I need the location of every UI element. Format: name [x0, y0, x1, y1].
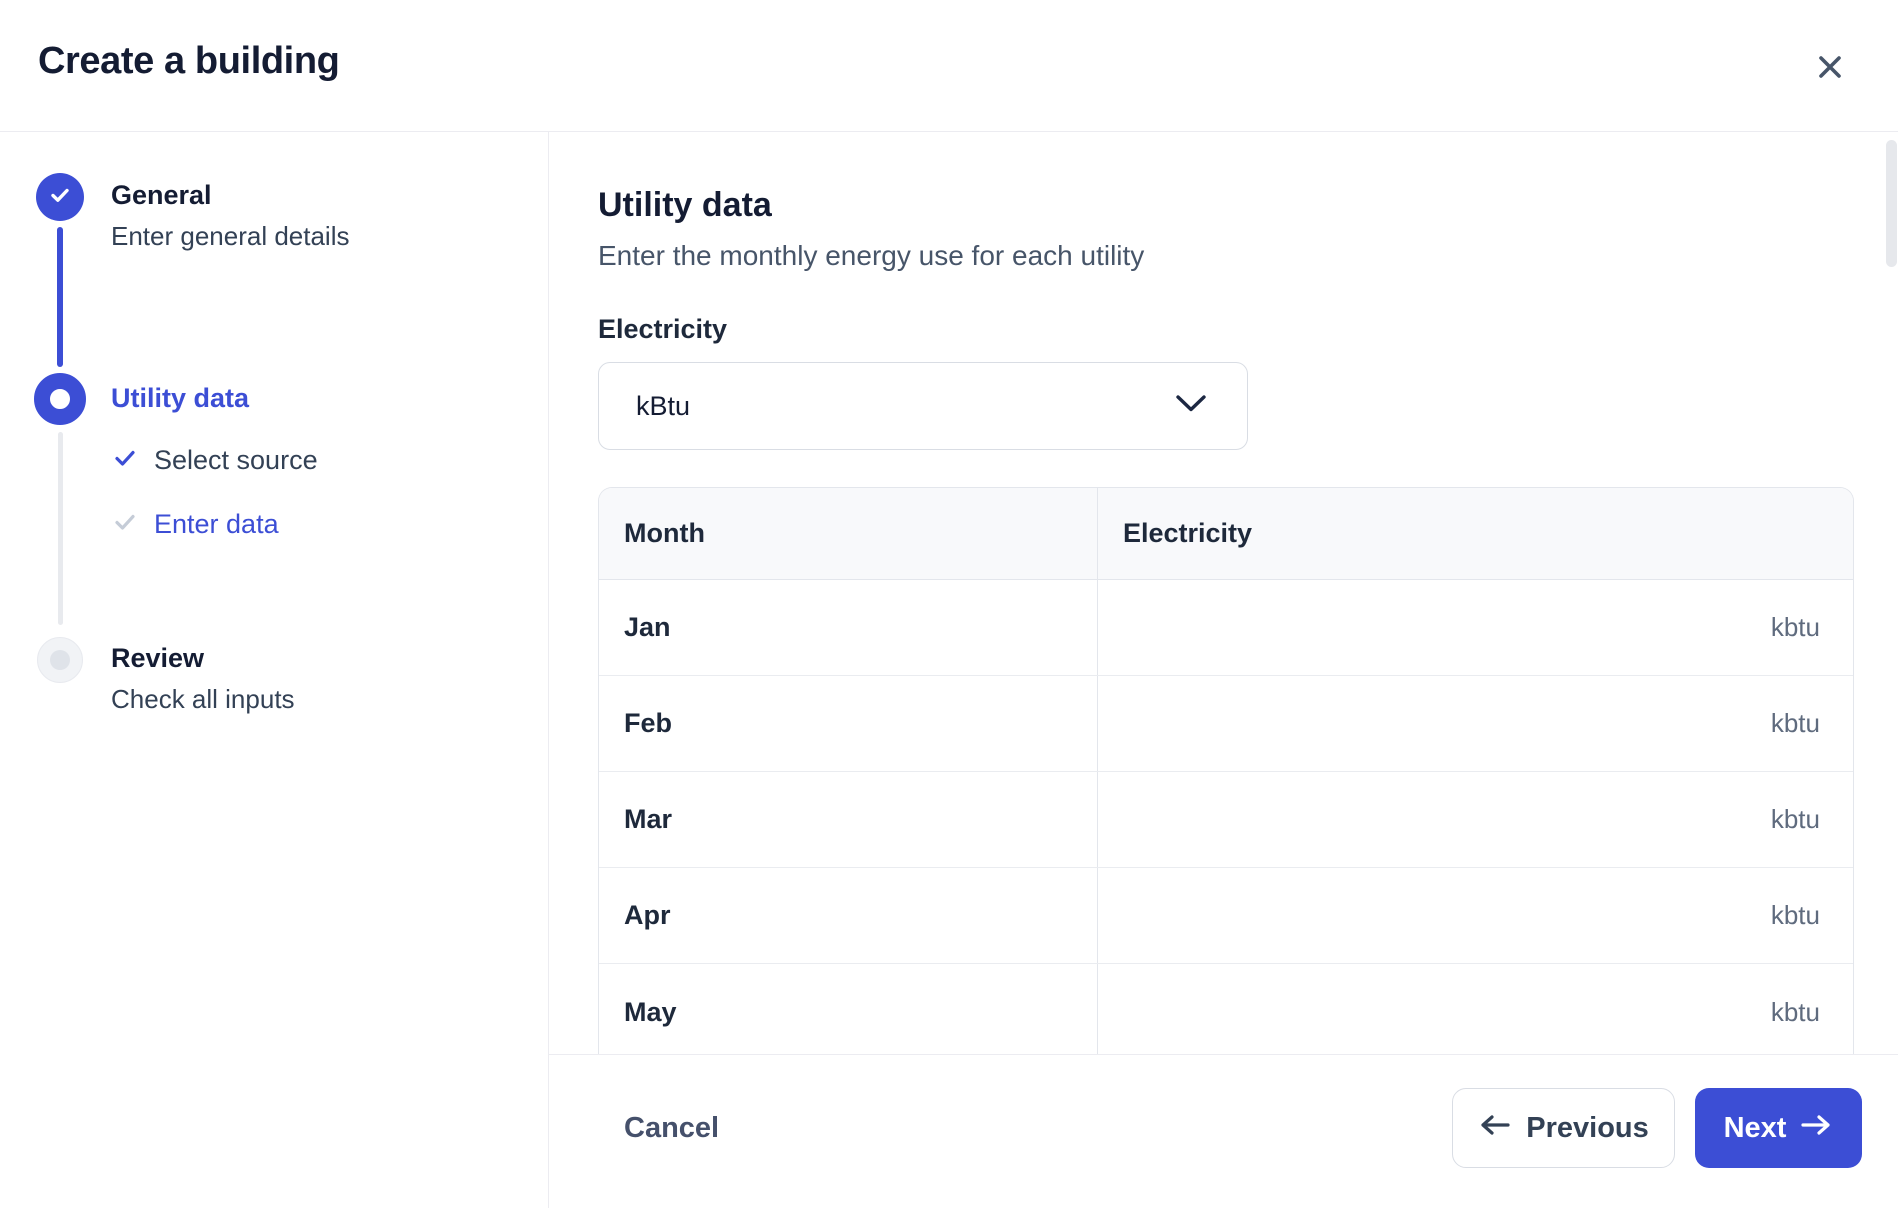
- stepper-connector-upcoming: [58, 432, 63, 625]
- arrow-right-icon: [1799, 1112, 1833, 1145]
- close-button[interactable]: [1806, 44, 1854, 92]
- electricity-input[interactable]: kbtu: [1098, 676, 1853, 771]
- table-row: Jan kbtu: [599, 580, 1853, 676]
- electricity-input[interactable]: kbtu: [1098, 772, 1853, 867]
- electricity-input[interactable]: kbtu: [1098, 868, 1853, 963]
- step-complete-indicator: [36, 173, 84, 221]
- table-row: May kbtu: [599, 964, 1853, 1054]
- substep-select-source[interactable]: Select source: [111, 444, 318, 477]
- footer-divider: [549, 1054, 1898, 1055]
- stepper-panel: [0, 132, 549, 1208]
- chevron-down-icon: [1175, 394, 1207, 418]
- table-row: Mar kbtu: [599, 772, 1853, 868]
- page-title: Utility data: [598, 186, 772, 224]
- table-row: Apr kbtu: [599, 868, 1853, 964]
- substep-enter-data[interactable]: Enter data: [111, 508, 279, 541]
- electricity-field-label: Electricity: [598, 314, 728, 344]
- cancel-button[interactable]: Cancel: [624, 1112, 720, 1144]
- month-label: Jan: [624, 612, 671, 642]
- check-icon: [111, 444, 139, 477]
- month-label: Apr: [624, 900, 671, 930]
- scrollbar-thumb[interactable]: [1886, 140, 1897, 267]
- step-review-title[interactable]: Review: [111, 643, 205, 673]
- unit-suffix: kbtu: [1770, 900, 1820, 930]
- month-label: Mar: [624, 804, 673, 834]
- page-subtitle: Enter the monthly energy use for each ut…: [598, 240, 1145, 271]
- step-utility-data-title[interactable]: Utility data: [111, 383, 250, 413]
- previous-button-label: Previous: [1526, 1111, 1649, 1144]
- step-general-title[interactable]: General: [111, 180, 212, 210]
- arrow-left-icon: [1478, 1112, 1512, 1145]
- previous-button[interactable]: Previous: [1452, 1088, 1675, 1168]
- unit-suffix: kbtu: [1770, 804, 1820, 834]
- check-icon: [111, 508, 139, 541]
- unit-suffix: kbtu: [1770, 708, 1820, 738]
- unit-select[interactable]: kBtu: [598, 362, 1248, 450]
- column-header-month: Month: [624, 518, 705, 548]
- electricity-input[interactable]: kbtu: [1098, 580, 1853, 675]
- electricity-input[interactable]: kbtu: [1098, 964, 1853, 1054]
- step-review-subtitle: Check all inputs: [111, 684, 295, 714]
- substep-label: Select source: [154, 445, 318, 475]
- month-label: Feb: [624, 708, 673, 738]
- substep-label: Enter data: [154, 509, 279, 539]
- next-button[interactable]: Next: [1695, 1088, 1862, 1168]
- table-row: Feb kbtu: [599, 676, 1853, 772]
- month-label: May: [624, 996, 677, 1027]
- table-header-row: Month Electricity: [599, 488, 1853, 580]
- next-button-label: Next: [1723, 1111, 1787, 1144]
- unit-suffix: kbtu: [1770, 996, 1820, 1027]
- check-icon: [48, 183, 72, 212]
- step-general-subtitle: Enter general details: [111, 221, 350, 251]
- header-divider: [0, 131, 1898, 132]
- modal-title: Create a building: [38, 40, 340, 82]
- stepper-connector-complete: [57, 227, 63, 367]
- utility-data-table: Month Electricity Jan kbtu Feb kbtu Mar …: [598, 487, 1854, 1054]
- column-header-electricity: Electricity: [1123, 518, 1253, 548]
- step-upcoming-indicator: [37, 637, 83, 683]
- step-active-indicator: [34, 373, 86, 425]
- unit-suffix: kbtu: [1770, 612, 1820, 642]
- close-icon: [1817, 54, 1843, 83]
- unit-select-value: kBtu: [636, 390, 691, 421]
